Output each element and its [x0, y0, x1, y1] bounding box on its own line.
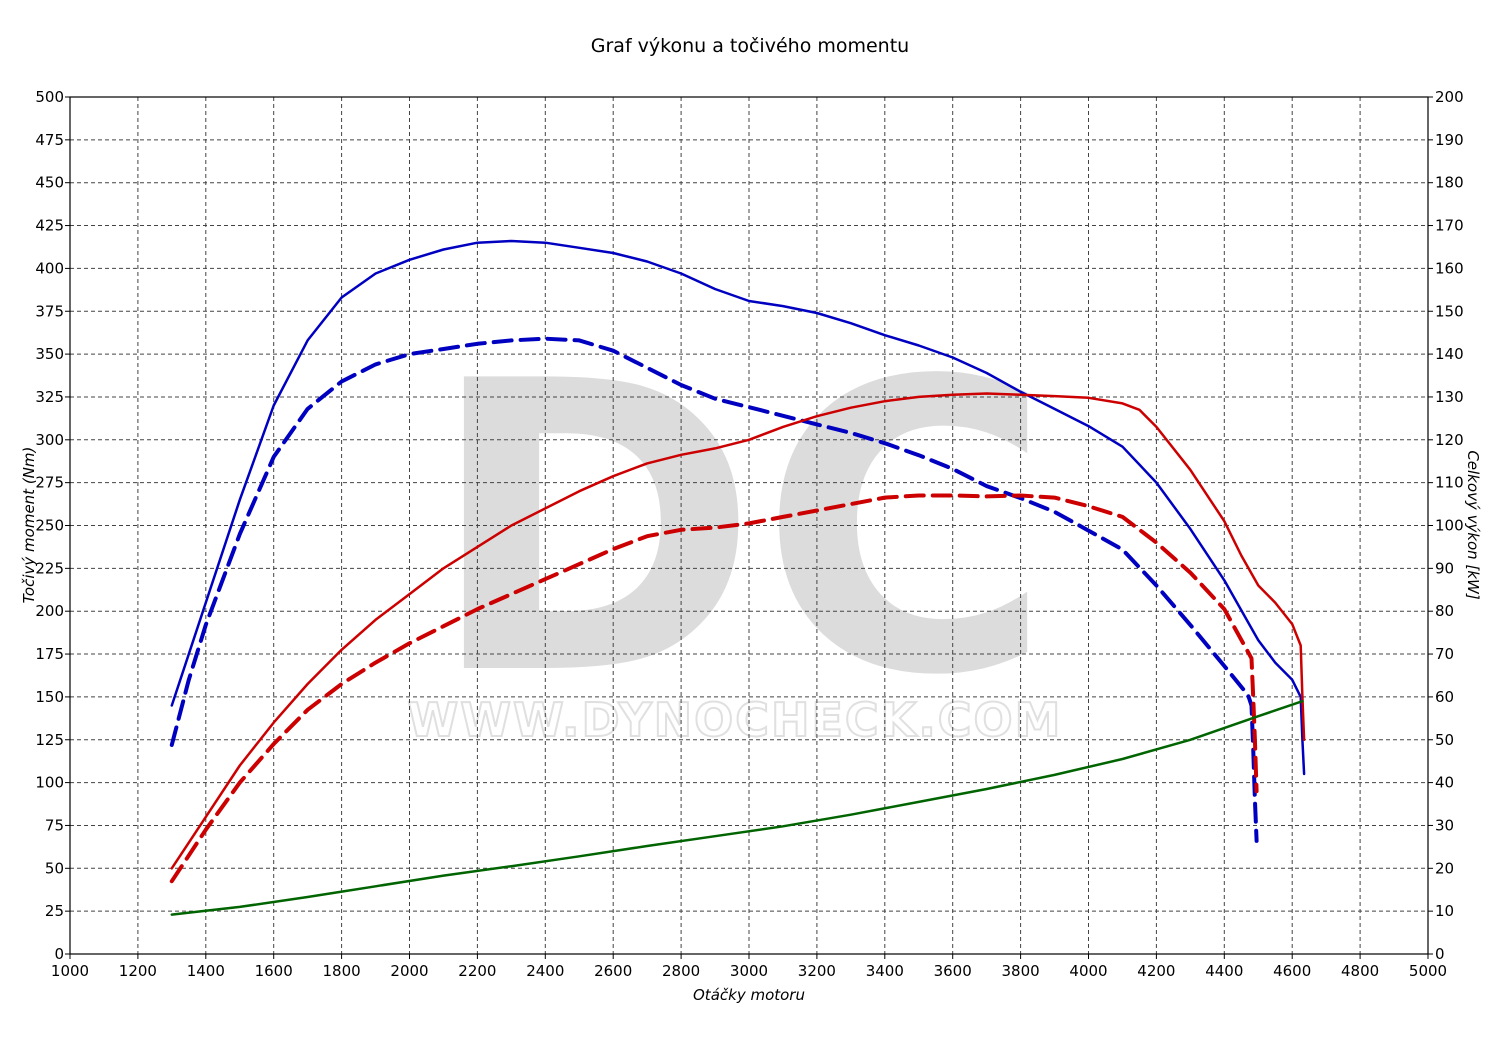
right-tick-label: 160 [1435, 259, 1464, 277]
left-axis-ticks: 0 25 50 75 100 125 150 175 200 225 250 275 300 325 350… [35, 88, 70, 963]
x-tick-label: 4800 [1341, 962, 1379, 980]
x-tick-label: 1200 [119, 962, 157, 980]
series-lines [169, 239, 1306, 916]
right-tick-label: 110 [1435, 474, 1464, 492]
x-tick-label: 3000 [730, 962, 768, 980]
right-tick-label: 10 [1435, 902, 1454, 920]
chart-title: Graf výkonu a točivého momentu [591, 35, 909, 57]
right-axis-label: Celkový výkon [kW] [1464, 450, 1482, 600]
right-tick-label: 190 [1435, 131, 1464, 149]
left-tick-label: 450 [35, 174, 64, 192]
x-axis-ticks: 1000 1200 1400 1600 1800 2000 2200 2400 2600 2800… [51, 954, 1447, 980]
grid [70, 97, 1428, 954]
x-tick-label: 3200 [798, 962, 836, 980]
x-tick-label: 2000 [390, 962, 428, 980]
x-tick-label: 4200 [1137, 962, 1175, 980]
right-tick-label: 150 [1435, 302, 1464, 320]
left-tick-label: 500 [35, 88, 64, 106]
right-tick-label: 50 [1435, 731, 1454, 749]
x-tick-label: 2800 [662, 962, 700, 980]
left-tick-label: 100 [35, 774, 64, 792]
right-tick-label: 170 [1435, 217, 1464, 235]
left-tick-label: 475 [35, 131, 64, 149]
series-line-1 [170, 239, 1306, 776]
left-tick-label: 400 [35, 259, 64, 277]
left-tick-label: 300 [35, 431, 64, 449]
left-axis-label: Točivý moment (Nm) [20, 447, 38, 604]
x-tick-label: 3800 [1002, 962, 1040, 980]
right-tick-label: 200 [1435, 88, 1464, 106]
left-tick-label: 150 [35, 688, 64, 706]
watermark-logo: DC [427, 298, 1053, 763]
left-tick-label: 425 [35, 217, 64, 235]
left-tick-label: 25 [45, 902, 64, 920]
right-tick-label: 140 [1435, 345, 1464, 363]
right-tick-label: 40 [1435, 774, 1454, 792]
x-axis-label: Otáčky motoru [693, 986, 805, 1004]
watermark: DC WWW.DYNOCHECK.COM [407, 298, 1063, 763]
right-tick-label: 0 [1435, 945, 1445, 963]
series-line-5 [170, 699, 1304, 916]
right-axis-ticks: 0 10 20 30 40 50 60 70 80 90 100 110 120 130 140 150 160… [1428, 88, 1464, 963]
x-tick-label: 3600 [934, 962, 972, 980]
x-tick-label: 3400 [866, 962, 904, 980]
left-tick-label: 75 [45, 816, 64, 834]
series-line-4 [169, 493, 1259, 884]
left-tick-label: 375 [35, 302, 64, 320]
series-line-3 [170, 392, 1306, 870]
x-tick-label: 4600 [1273, 962, 1311, 980]
right-tick-label: 30 [1435, 816, 1454, 834]
right-tick-label: 90 [1435, 559, 1454, 577]
left-tick-label: 275 [35, 474, 64, 492]
watermark-url: WWW.DYNOCHECK.COM [408, 693, 1063, 747]
x-tick-label: 1600 [255, 962, 293, 980]
left-tick-label: 225 [35, 559, 64, 577]
right-tick-label: 180 [1435, 174, 1464, 192]
series-line-2 [169, 336, 1259, 843]
left-tick-label: 175 [35, 645, 64, 663]
x-tick-label: 4400 [1205, 962, 1243, 980]
left-tick-label: 250 [35, 517, 64, 535]
right-tick-label: 20 [1435, 859, 1454, 877]
right-tick-label: 120 [1435, 431, 1464, 449]
x-tick-label: 2400 [526, 962, 564, 980]
x-tick-label: 1400 [187, 962, 225, 980]
x-tick-label: 2600 [594, 962, 632, 980]
right-tick-label: 100 [1435, 517, 1464, 535]
left-tick-label: 350 [35, 345, 64, 363]
left-tick-label: 0 [54, 945, 64, 963]
left-tick-label: 200 [35, 602, 64, 620]
x-tick-label: 1000 [51, 962, 89, 980]
x-tick-label: 2200 [458, 962, 496, 980]
right-tick-label: 60 [1435, 688, 1454, 706]
right-tick-label: 80 [1435, 602, 1454, 620]
right-tick-label: 70 [1435, 645, 1454, 663]
right-tick-label: 130 [1435, 388, 1464, 406]
x-tick-label: 1800 [323, 962, 361, 980]
x-tick-label: 5000 [1409, 962, 1447, 980]
left-tick-label: 325 [35, 388, 64, 406]
left-tick-label: 50 [45, 859, 64, 877]
left-tick-label: 125 [35, 731, 64, 749]
x-tick-label: 4000 [1069, 962, 1107, 980]
